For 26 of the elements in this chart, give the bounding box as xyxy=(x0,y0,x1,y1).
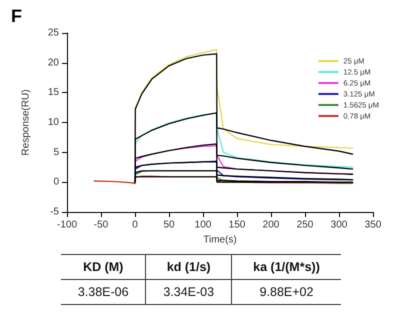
x-tick-label: 200 xyxy=(262,220,280,230)
x-tick-label: 50 xyxy=(163,220,175,230)
x-tick-label: 100 xyxy=(194,220,212,230)
x-tick-label: 0 xyxy=(132,220,138,230)
text: 3.38E-06 xyxy=(76,284,130,301)
x-tick-label: 300 xyxy=(330,220,348,230)
x-tick-label: -50 xyxy=(94,220,109,230)
y-tick-label: 0 xyxy=(53,176,60,188)
x-tick-label: -100 xyxy=(56,220,78,230)
y-tick-label: 5 xyxy=(53,146,60,158)
x-axis-title: Time(s) xyxy=(203,234,237,246)
chart-title: F xyxy=(11,6,22,26)
text: kd (1/s) xyxy=(146,254,232,280)
text: 9.88E+02 xyxy=(232,280,341,304)
x-tick-label: 150 xyxy=(228,220,246,230)
x-tick-label: 250 xyxy=(296,220,314,230)
y-tick-label: 25 xyxy=(48,28,60,38)
x-tick-label: 350 xyxy=(364,220,382,230)
text: KD (M) xyxy=(82,259,124,276)
text: ka (1/(M*s)) xyxy=(232,254,341,280)
y-axis-title: Response(RU) xyxy=(20,89,32,156)
y-tick-label: -5 xyxy=(50,206,60,218)
y-tick-label: 10 xyxy=(48,117,60,128)
y-tick-label: 15 xyxy=(48,87,60,98)
text: 3.34E-03 xyxy=(146,280,232,304)
y-tick-label: 20 xyxy=(48,57,60,68)
